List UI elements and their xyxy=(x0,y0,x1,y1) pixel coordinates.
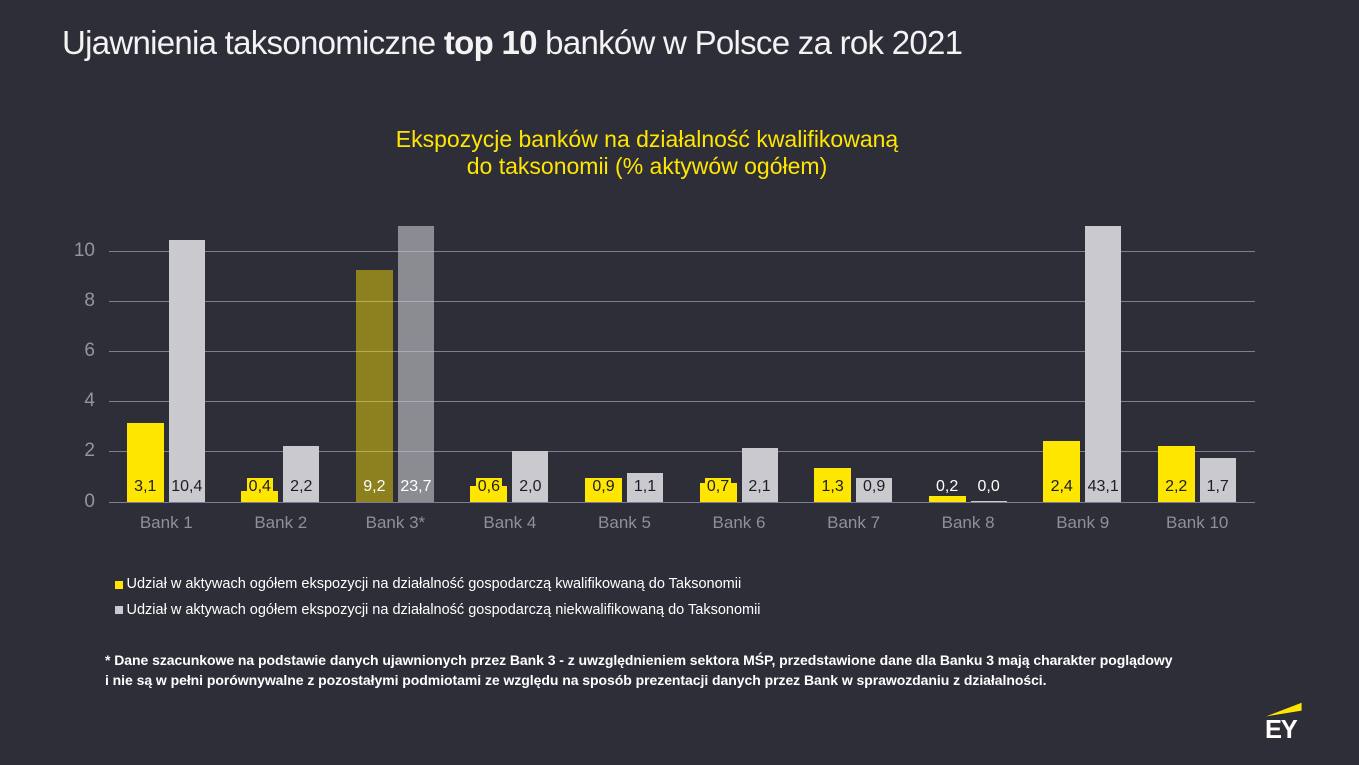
svg-text:EY: EY xyxy=(1265,716,1298,742)
